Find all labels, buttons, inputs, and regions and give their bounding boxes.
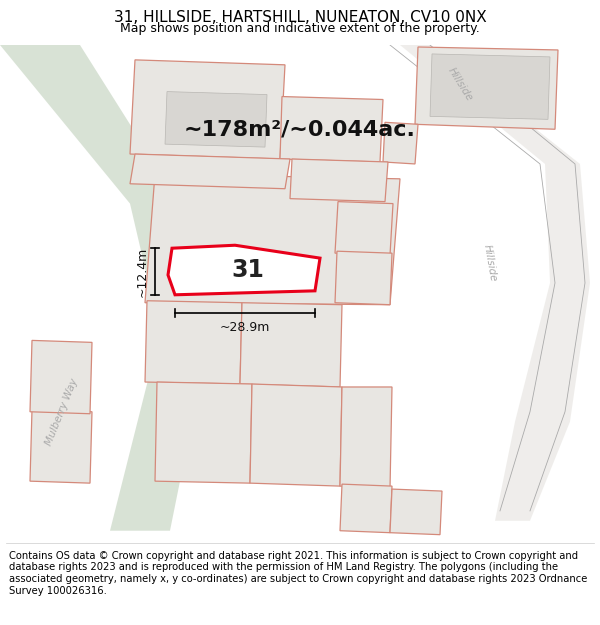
Text: Map shows position and indicative extent of the property.: Map shows position and indicative extent… (120, 22, 480, 35)
Polygon shape (335, 251, 392, 305)
Polygon shape (30, 341, 92, 414)
Text: ~178m²/~0.044ac.: ~178m²/~0.044ac. (184, 119, 416, 139)
Polygon shape (390, 45, 590, 521)
Polygon shape (430, 54, 550, 119)
Polygon shape (250, 384, 342, 486)
Text: Mulberry Way: Mulberry Way (44, 377, 80, 447)
Polygon shape (340, 387, 392, 489)
Polygon shape (145, 174, 400, 305)
Polygon shape (165, 92, 267, 147)
Polygon shape (30, 410, 92, 483)
Polygon shape (0, 45, 210, 531)
Polygon shape (145, 301, 242, 384)
Text: 31, HILLSIDE, HARTSHILL, NUNEATON, CV10 0NX: 31, HILLSIDE, HARTSHILL, NUNEATON, CV10 … (113, 10, 487, 25)
Text: Contains OS data © Crown copyright and database right 2021. This information is : Contains OS data © Crown copyright and d… (9, 551, 587, 596)
Polygon shape (130, 154, 290, 189)
Polygon shape (155, 382, 252, 483)
Polygon shape (290, 159, 388, 202)
Polygon shape (390, 489, 442, 534)
Polygon shape (280, 96, 383, 162)
Text: 31: 31 (232, 258, 265, 282)
Polygon shape (168, 245, 320, 295)
Polygon shape (415, 47, 558, 129)
Text: ~28.9m: ~28.9m (220, 321, 270, 334)
Polygon shape (335, 202, 393, 255)
Text: Hillside: Hillside (446, 66, 474, 103)
Text: Hillside: Hillside (482, 244, 498, 282)
Polygon shape (383, 122, 418, 164)
Polygon shape (130, 60, 285, 159)
Text: ~12.4m: ~12.4m (136, 246, 149, 297)
Polygon shape (240, 302, 342, 387)
Polygon shape (340, 484, 392, 532)
